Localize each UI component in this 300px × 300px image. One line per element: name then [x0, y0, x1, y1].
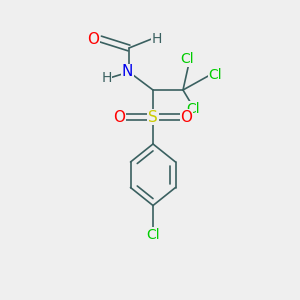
Text: Cl: Cl [146, 228, 160, 242]
Text: Cl: Cl [181, 52, 194, 66]
Text: H: H [152, 32, 162, 46]
Text: O: O [181, 110, 193, 124]
Text: O: O [113, 110, 125, 124]
Text: O: O [87, 32, 99, 46]
Text: Cl: Cl [187, 102, 200, 116]
Text: N: N [122, 64, 133, 80]
Text: S: S [148, 110, 158, 124]
Text: H: H [101, 71, 112, 85]
Text: Cl: Cl [208, 68, 222, 82]
